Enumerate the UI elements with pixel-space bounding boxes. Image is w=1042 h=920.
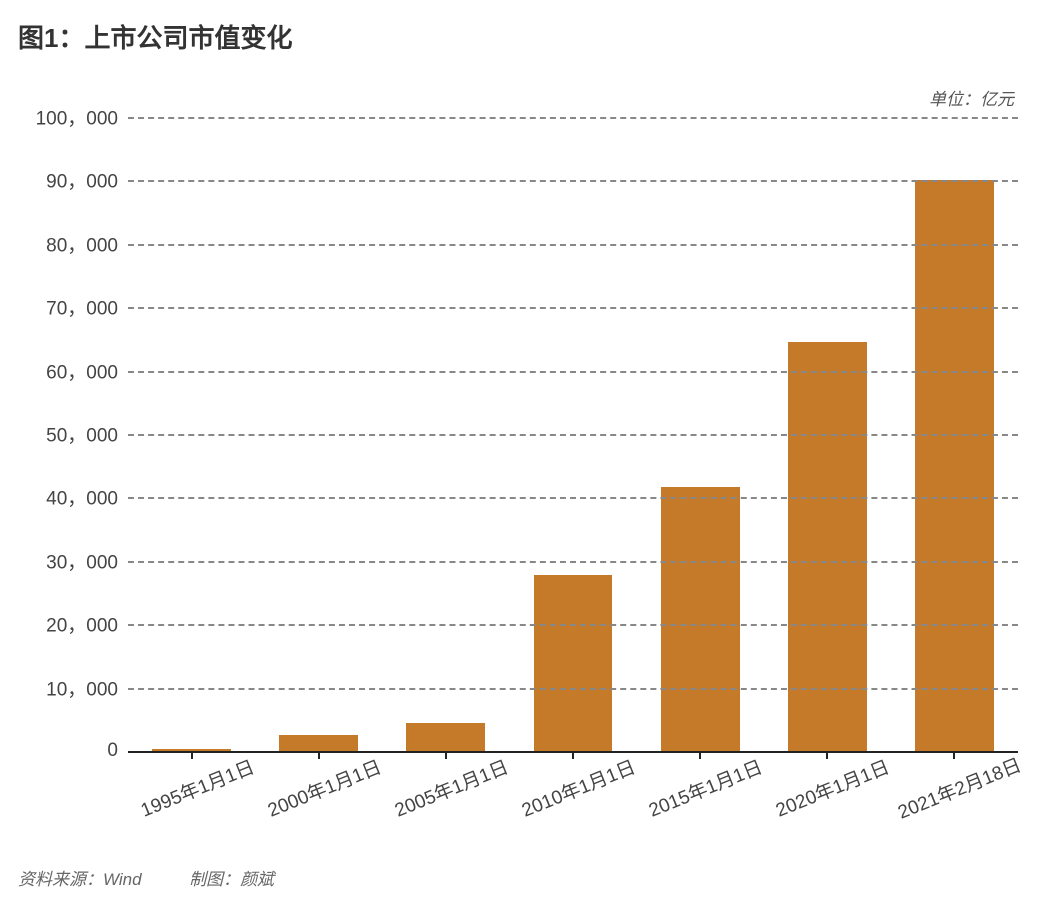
x-tick-label: 2015年1月1日 bbox=[644, 752, 766, 822]
unit-label: 单位：亿元 bbox=[929, 85, 1014, 110]
chart-footer: 资料来源：Wind 制图：颜斌 bbox=[18, 865, 1020, 890]
y-tick-label: 0 bbox=[107, 740, 118, 762]
y-tick-label: 50，000 bbox=[46, 421, 118, 448]
gridline bbox=[128, 497, 1018, 499]
source-label: 资料来源： bbox=[18, 870, 103, 889]
y-tick-label: 70，000 bbox=[46, 294, 118, 321]
bar bbox=[406, 723, 485, 751]
chart-container: 单位：亿元 010，00020，00030，00040，00050，00060，… bbox=[18, 83, 1018, 853]
y-tick-label: 60，000 bbox=[46, 357, 118, 384]
x-tick-label: 2021年2月18日 bbox=[894, 750, 1026, 824]
source-value: Wind bbox=[103, 870, 142, 889]
gridline bbox=[128, 371, 1018, 373]
gridline bbox=[128, 307, 1018, 309]
gridline bbox=[128, 180, 1018, 182]
x-axis-labels: 1995年1月1日2000年1月1日2005年1月1日2010年1月1日2015… bbox=[128, 757, 1018, 853]
x-tick-label: 2000年1月1日 bbox=[263, 752, 385, 822]
gridline bbox=[128, 117, 1018, 119]
chart-title: 图1：上市公司市值变化 bbox=[18, 18, 1020, 55]
x-tick-label: 1995年1月1日 bbox=[136, 752, 258, 822]
gridline bbox=[128, 434, 1018, 436]
bar bbox=[534, 575, 613, 751]
credit-value: 颜斌 bbox=[240, 870, 274, 889]
y-tick-label: 20，000 bbox=[46, 611, 118, 638]
y-tick-label: 10，000 bbox=[46, 674, 118, 701]
credit-label: 制图： bbox=[189, 870, 240, 889]
y-tick-label: 90，000 bbox=[46, 167, 118, 194]
bar bbox=[915, 180, 994, 751]
gridline bbox=[128, 561, 1018, 563]
y-tick-label: 40，000 bbox=[46, 484, 118, 511]
plot-area: 010，00020，00030，00040，00050，00060，00070，… bbox=[128, 117, 1018, 753]
y-tick-label: 100，000 bbox=[36, 104, 118, 131]
bar bbox=[279, 735, 358, 751]
y-tick-label: 30，000 bbox=[46, 547, 118, 574]
x-tick-label: 2005年1月1日 bbox=[390, 752, 512, 822]
gridline bbox=[128, 244, 1018, 246]
gridline bbox=[128, 624, 1018, 626]
y-tick-label: 80，000 bbox=[46, 230, 118, 257]
x-tick-label: 2020年1月1日 bbox=[771, 752, 893, 822]
bar bbox=[788, 342, 867, 751]
gridline bbox=[128, 688, 1018, 690]
x-tick-label: 2010年1月1日 bbox=[517, 752, 639, 822]
bar bbox=[661, 487, 740, 751]
